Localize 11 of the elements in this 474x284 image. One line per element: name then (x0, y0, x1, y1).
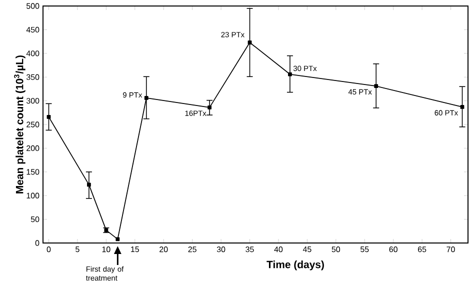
point (460, 105, 464, 109)
point (87, 182, 91, 187)
point (116, 237, 120, 242)
point (144, 96, 148, 100)
point (248, 40, 252, 44)
y-axis-title: Mean platelet count (10$^{3}$/µL) (14, 56, 26, 194)
point (288, 72, 292, 76)
point (46, 114, 51, 119)
x-axis-title: Time (days) (266, 260, 324, 270)
point (374, 84, 378, 88)
point (208, 105, 212, 110)
